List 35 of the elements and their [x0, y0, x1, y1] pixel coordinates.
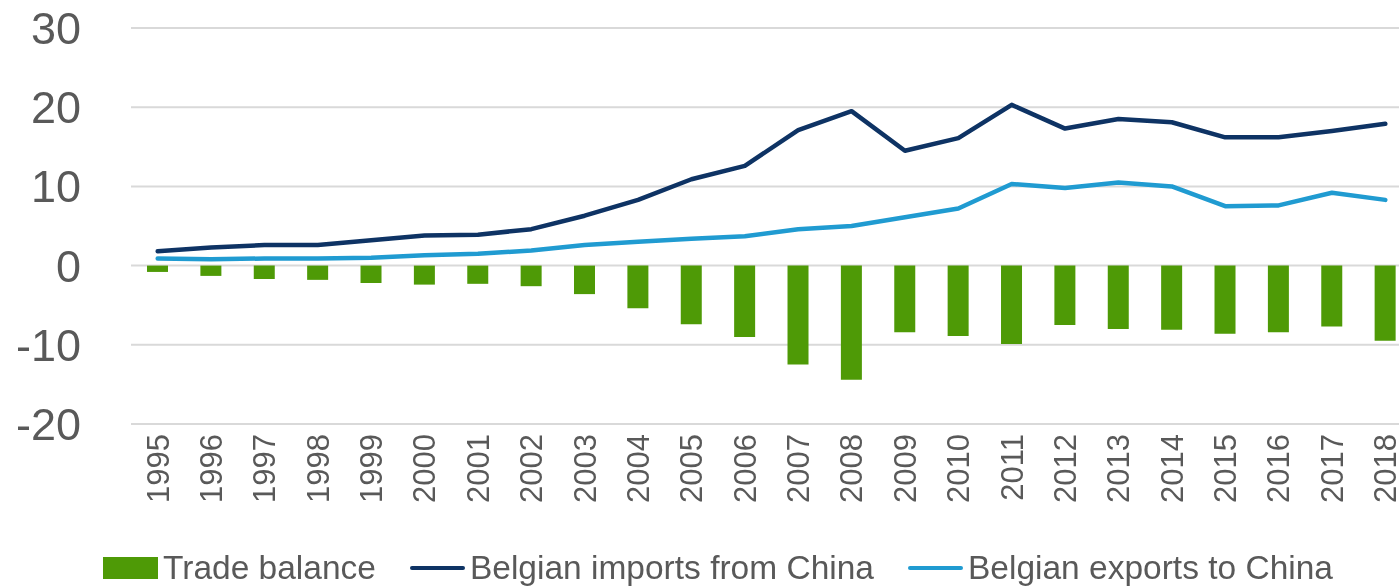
x-tick-label: 2017	[1314, 434, 1350, 503]
line-series	[155, 180, 1388, 262]
x-tick-label: 1997	[247, 434, 283, 503]
x-tick-label: 1995	[140, 434, 176, 503]
x-tick-label: 2003	[567, 434, 603, 503]
x-tick-label: 2013	[1101, 434, 1137, 503]
x-tick-label: 2015	[1208, 434, 1244, 503]
x-tick-label: 2006	[727, 434, 763, 503]
line-series	[155, 102, 1388, 254]
legend-label: Belgian imports from China	[469, 549, 874, 586]
y-tick-label: -20	[15, 398, 81, 450]
x-tick-label: 2008	[834, 434, 870, 503]
y-tick-label: 0	[55, 240, 81, 292]
y-tick-label: 20	[30, 82, 81, 134]
x-tick-label: 2018	[1368, 434, 1399, 503]
x-tick-label: 2000	[407, 434, 443, 503]
x-tick-label: 2010	[941, 434, 977, 503]
x-tick-label: 2002	[514, 434, 550, 503]
y-tick-label: 30	[30, 2, 81, 54]
legend-label: Belgian exports to China	[967, 549, 1333, 586]
y-tick-label: -10	[15, 319, 81, 371]
legend-label: Trade balance	[163, 549, 376, 586]
x-tick-label: 1996	[193, 434, 229, 503]
x-tick-label: 2012	[1047, 434, 1083, 503]
x-tick-label: 2005	[674, 434, 710, 503]
x-tick-label: 2009	[887, 434, 923, 503]
x-tick-label: 2016	[1261, 434, 1297, 503]
x-tick-label: 1998	[300, 434, 336, 503]
x-tick-label: 1999	[354, 434, 390, 503]
x-tick-label: 2007	[781, 434, 817, 503]
y-tick-label: 10	[30, 161, 81, 213]
x-tick-label: 2001	[460, 434, 496, 503]
x-tick-label: 2004	[620, 434, 656, 503]
x-tick-label: 2014	[1154, 434, 1190, 503]
x-tick-label: 2011	[994, 434, 1030, 501]
